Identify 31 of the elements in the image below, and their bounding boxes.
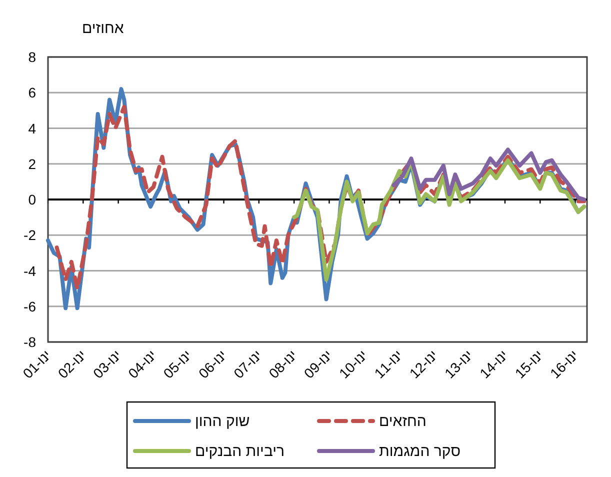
line-series xyxy=(292,158,586,282)
x-tick-label: ינו-08 xyxy=(266,346,300,382)
y-tick-label: -4 xyxy=(24,262,36,279)
x-tick-label: ינו-04 xyxy=(124,346,160,382)
y-tick-label: 8 xyxy=(28,49,36,65)
y-tick-label: 4 xyxy=(28,120,36,136)
x-tick-label: ינו-10 xyxy=(336,346,370,382)
y-tick-label: 0 xyxy=(28,192,36,208)
x-tick-label: ינו-11 xyxy=(371,346,406,382)
y-tick-label: -2 xyxy=(24,227,36,244)
x-tick-label: ינו-16 xyxy=(546,346,582,382)
y-tick-label: -6 xyxy=(24,298,36,314)
x-tick-label: ינו-03 xyxy=(90,346,124,382)
x-tick-label: ינו-14 xyxy=(476,346,512,382)
legend-label: החזאים xyxy=(379,413,426,430)
x-tick-label: ינו-15 xyxy=(512,346,546,382)
y-tick-label: 6 xyxy=(28,84,36,101)
x-tick-label: ינו-05 xyxy=(160,346,195,382)
legend-label: סקר המגמות xyxy=(379,443,461,460)
x-tick-label: ינו-07 xyxy=(230,346,266,382)
x-tick-label: ינו-13 xyxy=(441,346,476,382)
y-tick-label: 2 xyxy=(28,156,36,172)
x-tick-label: ינו-06 xyxy=(195,346,230,382)
x-tick-label: ינו-09 xyxy=(300,346,336,382)
line-series xyxy=(54,104,586,291)
x-tick-label: ינו-12 xyxy=(406,346,441,382)
legend-label: ריביות הבנקים xyxy=(195,443,285,460)
line-series xyxy=(392,148,586,202)
legend-label: שוק ההון xyxy=(195,413,250,430)
y-axis-title: אחוזים xyxy=(82,20,124,37)
x-tick-label: ינו-02 xyxy=(54,346,90,382)
